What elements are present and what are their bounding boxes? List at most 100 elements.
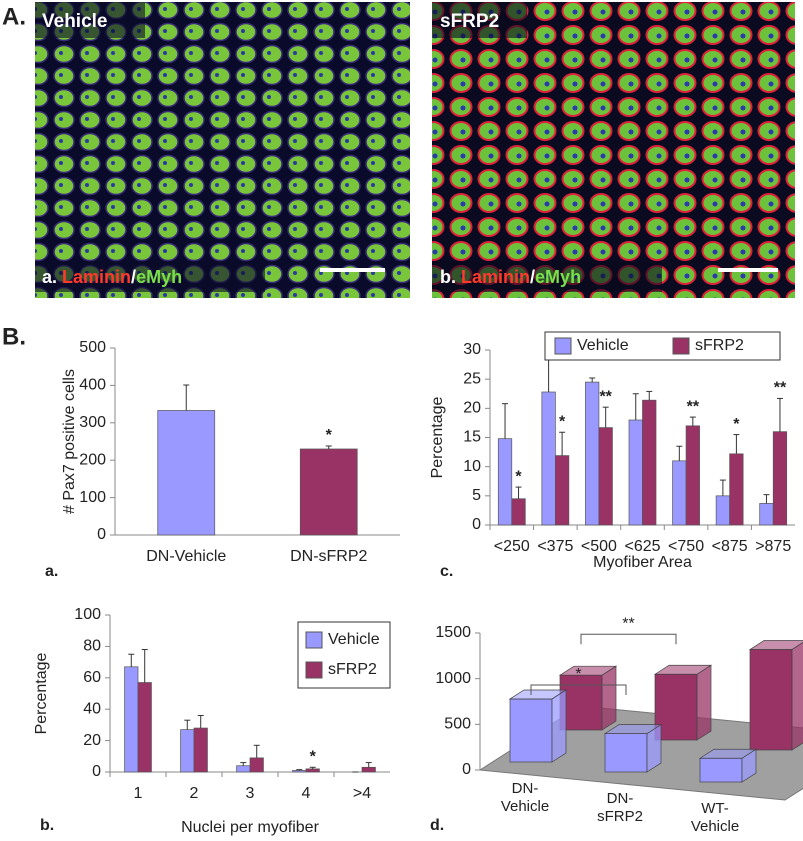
bar — [193, 727, 208, 773]
x-tick-label: DN-sFRP2 — [597, 790, 643, 825]
significance: * — [559, 413, 566, 430]
bar — [511, 498, 526, 526]
y-tick-label: 80 — [83, 638, 101, 655]
x-tick-label: 4 — [302, 785, 311, 802]
label-bg — [35, 262, 265, 292]
bar — [361, 766, 376, 773]
significance: ** — [687, 398, 700, 415]
y-tick-label: 25 — [463, 370, 481, 387]
x-tick-label: >875 — [755, 538, 791, 555]
x-axis-label: Myofiber Area — [593, 554, 692, 571]
bar — [180, 729, 195, 773]
bar — [772, 431, 788, 526]
x-tick-label: <250 — [494, 538, 530, 555]
legend-label: sFRP2 — [695, 337, 744, 354]
panel-label: d. — [430, 817, 444, 834]
caption-letter: b. — [440, 267, 456, 287]
x-tick-label: 1 — [134, 785, 143, 802]
bar-top — [508, 689, 568, 700]
x-tick-label: <625 — [624, 538, 660, 555]
bar — [137, 682, 152, 773]
x-tick-label: <750 — [668, 538, 704, 555]
y-tick-label: 20 — [463, 400, 481, 417]
significance: ** — [599, 388, 612, 405]
image-title: sFRP2 — [440, 11, 499, 32]
bar — [604, 733, 648, 773]
bar-top — [603, 724, 663, 734]
bar — [236, 765, 251, 773]
separator: / — [131, 267, 136, 287]
x-tick-label: DN-Vehicle — [501, 780, 549, 815]
y-tick-label: 10 — [463, 458, 481, 475]
bar-top — [653, 664, 713, 675]
y-tick-label: 500 — [79, 339, 106, 356]
legend-label: Vehicle — [577, 337, 629, 354]
z-tick-label: 1000 — [435, 670, 471, 687]
y-tick-label: 5 — [472, 487, 481, 504]
x-tick-label: <375 — [537, 538, 573, 555]
y-axis-label: # Pax7 positive cells — [61, 369, 78, 514]
significance-bracket — [530, 684, 627, 695]
bar — [672, 460, 687, 526]
bar — [305, 768, 320, 773]
y-tick-label: 300 — [79, 414, 106, 431]
stain-label: Laminin — [461, 267, 530, 287]
significance: ** — [622, 615, 634, 632]
panel-label: c. — [440, 563, 453, 580]
label-bg — [432, 2, 527, 38]
x-tick-label: WT-Vehicle — [690, 800, 740, 835]
panel-label: b. — [40, 817, 54, 834]
y-tick-label: 30 — [463, 341, 481, 358]
micrograph — [432, 2, 795, 298]
panel-label: a. — [45, 563, 58, 580]
y-tick-label: 40 — [83, 700, 101, 717]
panel-label: A. — [2, 3, 26, 30]
bar-top — [698, 748, 758, 759]
legend-swatch — [305, 631, 323, 649]
y-tick-label: 100 — [74, 606, 101, 623]
legend-swatch — [672, 337, 690, 355]
image-caption: b. Laminin/eMyh — [440, 267, 581, 287]
bar — [759, 503, 774, 526]
y-tick-label: 60 — [83, 669, 101, 686]
significance: * — [515, 468, 522, 485]
y-tick-label: 0 — [92, 763, 101, 780]
legend-label: sFRP2 — [328, 661, 377, 678]
y-tick-label: 400 — [79, 377, 106, 394]
stain-label: eMyh — [535, 267, 581, 287]
significance: * — [575, 666, 581, 683]
bar-side — [696, 664, 712, 741]
z-tick-label: 1500 — [435, 624, 471, 641]
bar — [157, 410, 216, 536]
bar — [555, 455, 570, 526]
y-tick-label: 200 — [79, 451, 106, 468]
significance: * — [733, 416, 740, 433]
panel-label: B. — [2, 323, 26, 350]
caption-letter: a. — [42, 267, 57, 287]
x-tick-label: DN-Vehicle — [146, 548, 226, 565]
y-tick-label: 100 — [79, 489, 106, 506]
bar — [124, 666, 139, 773]
x-tick-label: >4 — [353, 785, 371, 802]
bar — [699, 757, 743, 783]
bar-side — [791, 642, 803, 751]
separator: / — [530, 267, 535, 287]
y-tick-label: 0 — [472, 516, 481, 533]
legend-swatch — [554, 337, 572, 355]
x-tick-label: WT-Vehicle — [690, 800, 740, 835]
significance-bracket — [580, 633, 677, 645]
bar — [292, 770, 307, 773]
x-tick-label: 2 — [190, 785, 199, 802]
bar — [729, 453, 744, 526]
z-tick-label: 0 — [462, 761, 471, 778]
x-tick-label: <500 — [581, 538, 617, 555]
y-tick-label: 15 — [463, 429, 481, 446]
bar — [299, 448, 358, 536]
x-tick-label: DN-sFRP2 — [597, 790, 643, 825]
label-bg — [432, 262, 662, 292]
bar-top — [558, 665, 618, 676]
x-tick-label: DN-sFRP2 — [290, 548, 367, 565]
x-tick-label: 3 — [246, 785, 255, 802]
significance: ** — [774, 380, 787, 397]
